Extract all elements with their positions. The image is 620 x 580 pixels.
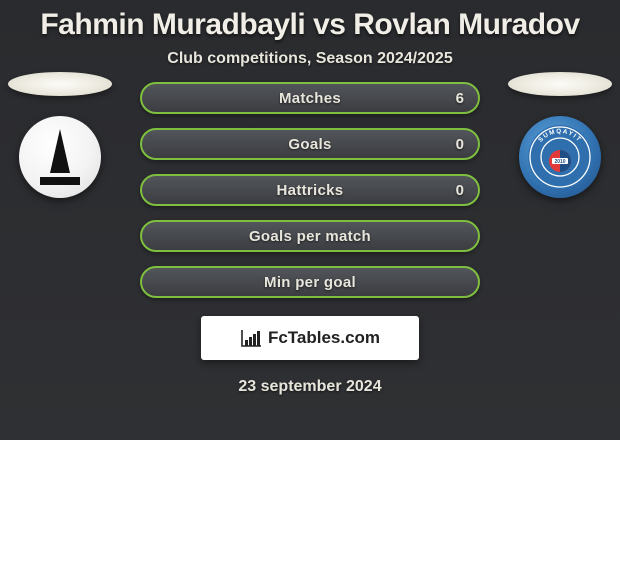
- stat-label: Matches: [279, 90, 341, 107]
- brand-text: FcTables.com: [268, 328, 380, 348]
- stat-right-value: 0: [456, 136, 464, 153]
- stat-row-hattricks: Hattricks 0: [140, 174, 480, 206]
- oil-derrick-icon: [37, 129, 83, 185]
- club-right-year: 2010: [554, 159, 565, 165]
- stat-label: Hattricks: [277, 182, 344, 199]
- stat-label: Min per goal: [264, 274, 356, 291]
- stat-row-goals: Goals 0: [140, 128, 480, 160]
- stat-right-value: 6: [456, 90, 464, 107]
- club-right-logo: 2010 SUMQAYIT: [519, 116, 601, 198]
- stat-row-min-per-goal: Min per goal: [140, 266, 480, 298]
- bar-chart-icon: [240, 328, 262, 348]
- player-right-column: 2010 SUMQAYIT: [500, 72, 620, 198]
- player-right-placeholder: [508, 72, 612, 96]
- player-left-placeholder: [8, 72, 112, 96]
- comparison-widget: Fahmin Muradbayli vs Rovlan Muradov Club…: [0, 0, 620, 440]
- stat-right-value: 0: [456, 182, 464, 199]
- club-left-logo: [19, 116, 101, 198]
- stat-row-matches: Matches 6: [140, 82, 480, 114]
- stat-rows: Matches 6 Goals 0 Hattricks 0 Goals per …: [140, 82, 480, 298]
- club-right-ring-icon: 2010 SUMQAYIT: [525, 122, 595, 192]
- stat-label: Goals: [288, 136, 331, 153]
- date-line: 23 september 2024: [0, 378, 620, 396]
- page-title: Fahmin Muradbayli vs Rovlan Muradov: [0, 0, 620, 44]
- stats-area: 2010 SUMQAYIT Matches 6 Goals 0: [0, 82, 620, 298]
- stat-row-goals-per-match: Goals per match: [140, 220, 480, 252]
- stat-label: Goals per match: [249, 228, 371, 245]
- brand-link[interactable]: FcTables.com: [201, 316, 419, 360]
- player-left-column: [0, 72, 120, 198]
